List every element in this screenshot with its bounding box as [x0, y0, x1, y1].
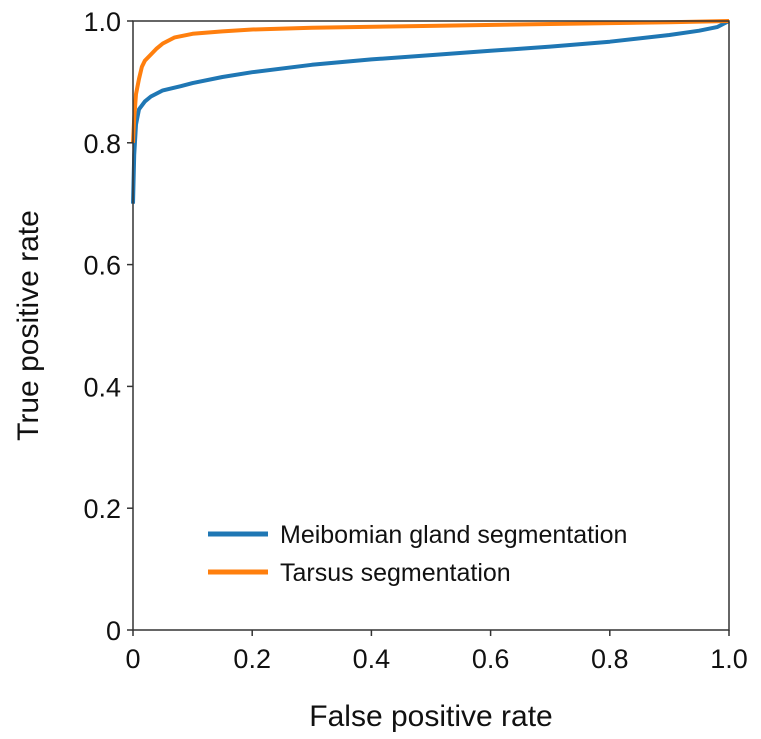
x-axis-label: False positive rate	[309, 700, 552, 733]
legend-label-0: Meibomian gland segmentation	[280, 521, 627, 549]
x-tick-label-4: 0.8	[591, 644, 629, 674]
y-tick-label-2: 0.4	[83, 372, 121, 402]
series-line-meibomian-gland	[131, 19, 730, 204]
plot-frame	[132, 20, 730, 631]
y-tick-label-4: 0.8	[83, 129, 121, 159]
legend: Meibomian gland segmentation Tarsus segme…	[208, 521, 627, 587]
y-axis-ticks: 0 0.2 0.4 0.6 0.8 1.0	[83, 7, 133, 646]
legend-label-1: Tarsus segmentation	[280, 559, 511, 587]
y-axis-label: True positive rate	[12, 210, 45, 441]
x-axis-ticks: 0 0.2 0.4 0.6 0.8 1.0	[125, 630, 748, 674]
x-tick-label-5: 1.0	[710, 644, 748, 674]
x-tick-label-1: 0.2	[233, 644, 271, 674]
series-line-tarsus	[131, 19, 730, 143]
x-tick-label-0: 0	[125, 644, 140, 674]
y-tick-label-1: 0.2	[83, 494, 121, 524]
x-tick-label-2: 0.4	[353, 644, 391, 674]
y-tick-label-3: 0.6	[83, 251, 121, 281]
y-tick-label-0: 0	[106, 616, 121, 646]
x-tick-label-3: 0.6	[472, 644, 510, 674]
y-tick-label-5: 1.0	[83, 7, 121, 37]
series-layer	[131, 19, 730, 204]
